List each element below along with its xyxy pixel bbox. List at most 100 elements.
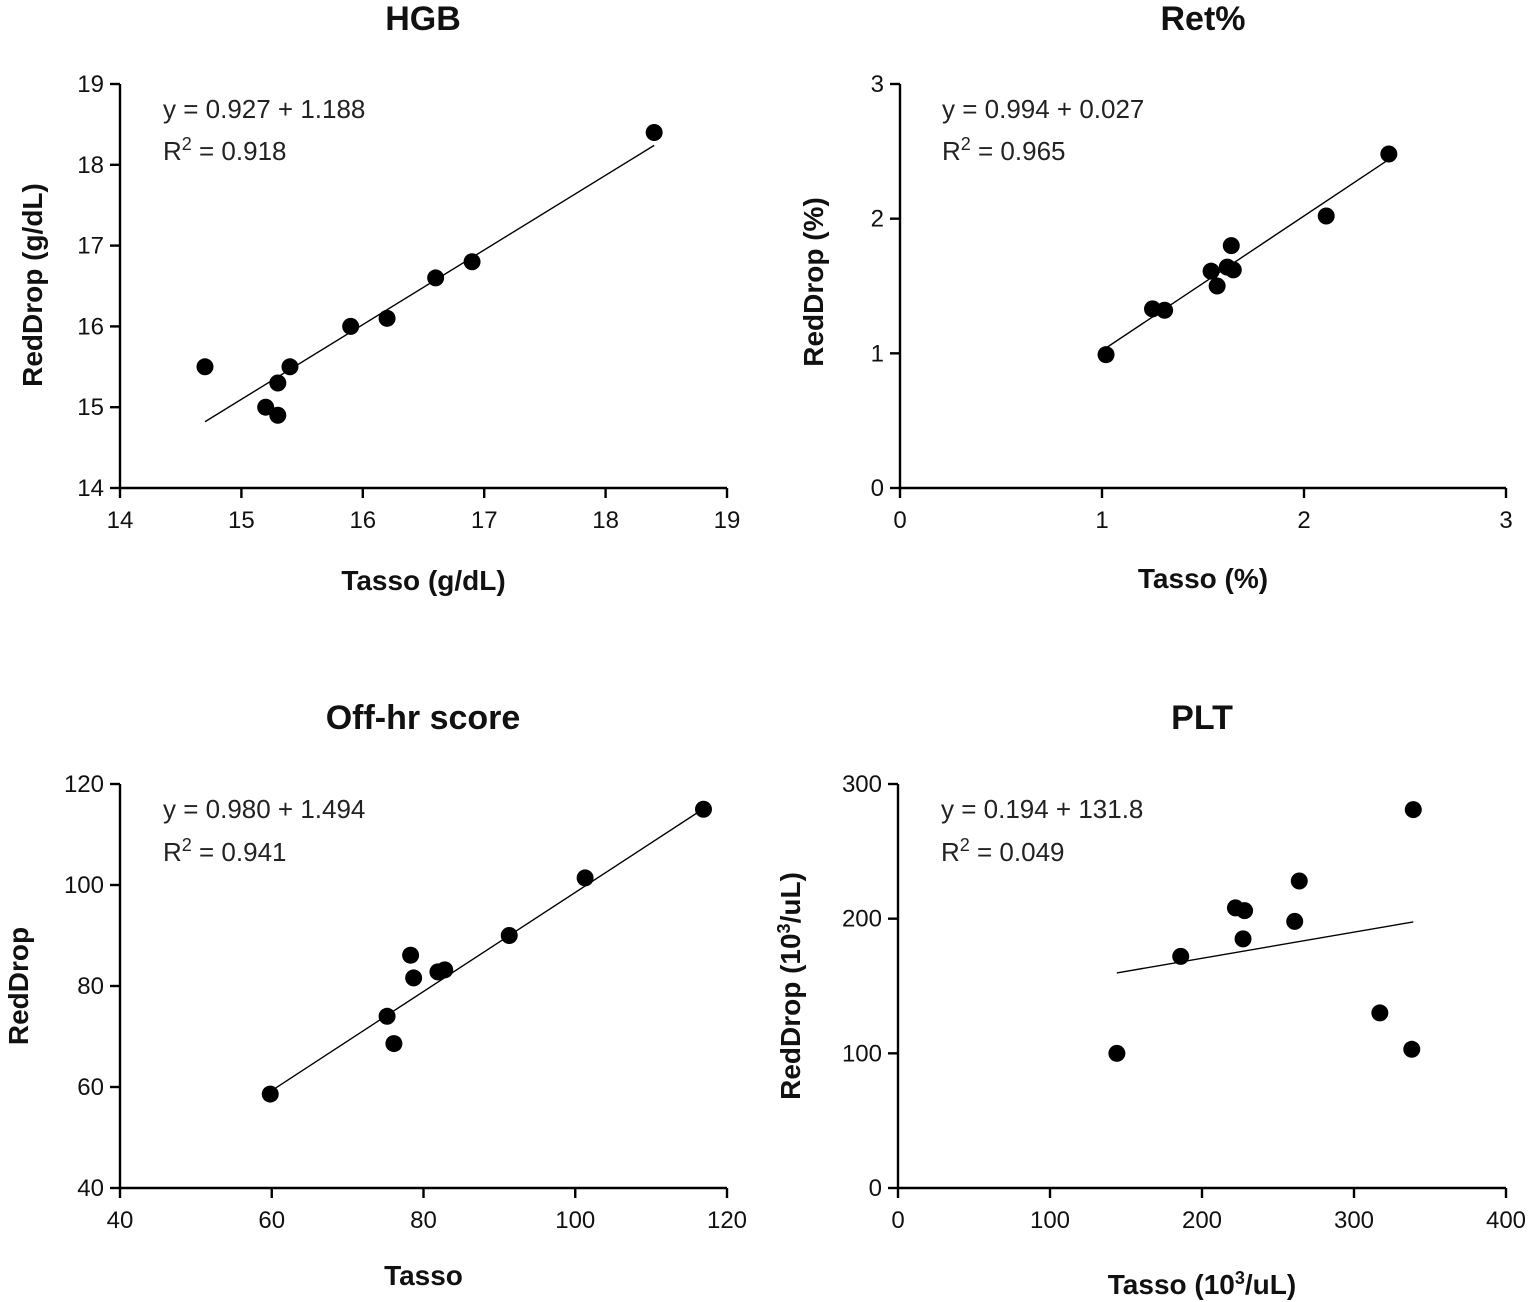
offhr-y-tick-label: 40 (77, 1175, 104, 1202)
plt-regression-line (1116, 921, 1414, 974)
offhr-data-point (378, 1007, 396, 1025)
chart-hgb: HGB 14 15 16 17 18 19 14 15 16 17 18 19 Tasso (g/dL) R… (0, 0, 765, 651)
ret-x-label-part: Tasso (%) (1138, 563, 1268, 594)
hgb-data-point (342, 317, 360, 335)
hgb-data-point (463, 253, 481, 271)
hgb-x-tick-label: 17 (471, 507, 498, 534)
plt-r-squared-value: = 0.049 (970, 837, 1065, 867)
plt-x-tick-label: 0 (891, 1207, 904, 1234)
offhr-x-tick-label: 80 (410, 1207, 437, 1234)
offhr-y-tick-label: 100 (64, 872, 104, 899)
ret-regression-line (1101, 158, 1390, 352)
offhr-x-label: Tasso (384, 1260, 463, 1291)
hgb-equation: y = 0.927 + 1.188 (163, 94, 365, 124)
offhr-data-point (694, 800, 712, 818)
ret-y-tick-label: 3 (871, 71, 884, 98)
plt-r-squared: R2 = 0.049 (941, 835, 1065, 867)
plt-x-tick-label: 100 (1030, 1207, 1070, 1234)
hgb-data-point (269, 406, 287, 424)
offhr-y-label-part: RedDrop (3, 927, 34, 1045)
offhr-x-tick-label: 40 (107, 1207, 134, 1234)
offhr-data-point (500, 927, 518, 944)
ret-y-label-part: RedDrop (%) (798, 197, 829, 367)
hgb-x-label: Tasso (g/dL) (341, 565, 505, 596)
offhr-y-tick-label: 60 (77, 1074, 104, 1101)
offhr-regression-line (271, 807, 705, 1092)
plt-data-point (1234, 930, 1252, 948)
hgb-data-point (645, 123, 663, 141)
offhr-x-tick-label: 100 (555, 1207, 595, 1234)
ret-x-tick-label: 2 (1297, 507, 1310, 534)
hgb-data-point (257, 398, 275, 416)
hgb-r-squared-label: R (163, 136, 182, 166)
ret-y-label: RedDrop (%) (798, 197, 829, 367)
ret-y-tick-label: 2 (871, 206, 884, 233)
plt-x-label-part: 3 (1235, 1268, 1245, 1288)
ret-data-point (1224, 261, 1242, 279)
hgb-y-tick-label: 17 (77, 233, 104, 260)
hgb-data-point (196, 358, 214, 376)
plt-data-point (1172, 947, 1190, 965)
offhr-r-squared-value: = 0.941 (192, 837, 287, 867)
ret-data-point (1208, 277, 1226, 295)
plt-y-label-part: RedDrop (10 (775, 933, 806, 1099)
hgb-title: HGB (385, 0, 461, 38)
offhr-x-tick-label: 60 (258, 1207, 285, 1234)
offhr-y-label: RedDrop (3, 927, 34, 1045)
plt-r-squared-sup: 2 (960, 835, 970, 855)
hgb-data-point (378, 309, 396, 327)
hgb-y-tick-label: 16 (77, 313, 104, 340)
ret-data-point (1317, 207, 1335, 225)
hgb-x-tick-label: 19 (714, 507, 741, 534)
hgb-data-point (269, 374, 287, 392)
plt-data-point (1286, 912, 1304, 930)
hgb-y-label-part: RedDrop (g/dL) (17, 183, 48, 387)
offhr-x-label-part: Tasso (384, 1260, 463, 1291)
chart-offhr-svg: Off-hr score 40 60 80 100 120 40 60 80 100 120 Tass… (3, 699, 747, 1291)
ret-data-point (1222, 237, 1240, 255)
offhr-data-point (385, 1035, 403, 1053)
plt-r-squared-label: R (941, 837, 960, 867)
ret-data-point (1156, 301, 1174, 319)
plt-y-label-part: 3 (774, 923, 794, 933)
ret-r-squared-label: R (942, 136, 961, 166)
hgb-data-point (427, 269, 445, 287)
hgb-y-label: RedDrop (g/dL) (17, 183, 48, 387)
ret-r-squared: R2 = 0.965 (942, 134, 1066, 166)
offhr-r-squared-sup: 2 (182, 835, 192, 855)
plt-y-tick-label: 200 (842, 906, 882, 933)
offhr-data-point (405, 969, 423, 987)
plt-y-tick-label: 300 (842, 771, 882, 798)
ret-y-tick-label: 1 (871, 340, 884, 367)
chart-ret: Ret% 0 1 2 3 0 1 2 3 Tasso (%) RedDrop (%) y = 0.99… (765, 0, 1530, 651)
plt-x-tick-label: 200 (1182, 1207, 1222, 1234)
ret-y-tick-label: 0 (871, 475, 884, 502)
hgb-x-tick-label: 18 (592, 507, 619, 534)
ret-x-tick-label: 0 (893, 507, 906, 534)
hgb-r-squared-sup: 2 (182, 134, 192, 154)
chart-plt: PLT 0 100 200 300 400 0 100 200 300 Tasso (103/uL)… (765, 651, 1530, 1302)
offhr-data-point (402, 946, 420, 964)
offhr-data-point (261, 1085, 279, 1103)
ret-equation: y = 0.994 + 0.027 (942, 94, 1144, 124)
plt-y-tick-label: 100 (842, 1040, 882, 1067)
plt-equation: y = 0.194 + 131.8 (941, 794, 1143, 824)
plt-y-label-part: /uL) (775, 872, 806, 923)
hgb-x-tick-label: 16 (349, 507, 376, 534)
ret-r-squared-sup: 2 (961, 134, 971, 154)
plt-y-label: RedDrop (103/uL) (774, 872, 806, 1100)
offhr-data-point (576, 869, 594, 887)
chart-ret-svg: Ret% 0 1 2 3 0 1 2 3 Tasso (%) RedDrop (%) y = 0.99… (798, 0, 1513, 594)
plt-data-point (1404, 801, 1422, 819)
chart-hgb-svg: HGB 14 15 16 17 18 19 14 15 16 17 18 19 Tasso (g/dL) R… (17, 0, 741, 596)
plt-x-tick-label: 400 (1486, 1207, 1526, 1234)
ret-title: Ret% (1160, 0, 1245, 38)
hgb-y-tick-label: 14 (77, 475, 104, 502)
ret-data-point (1202, 262, 1220, 280)
hgb-x-tick-label: 14 (107, 507, 134, 534)
hgb-y-tick-label: 19 (77, 71, 104, 98)
offhr-y-tick-label: 80 (77, 973, 104, 1000)
hgb-y-tick-label: 15 (77, 394, 104, 421)
offhr-x-tick-label: 120 (707, 1207, 747, 1234)
